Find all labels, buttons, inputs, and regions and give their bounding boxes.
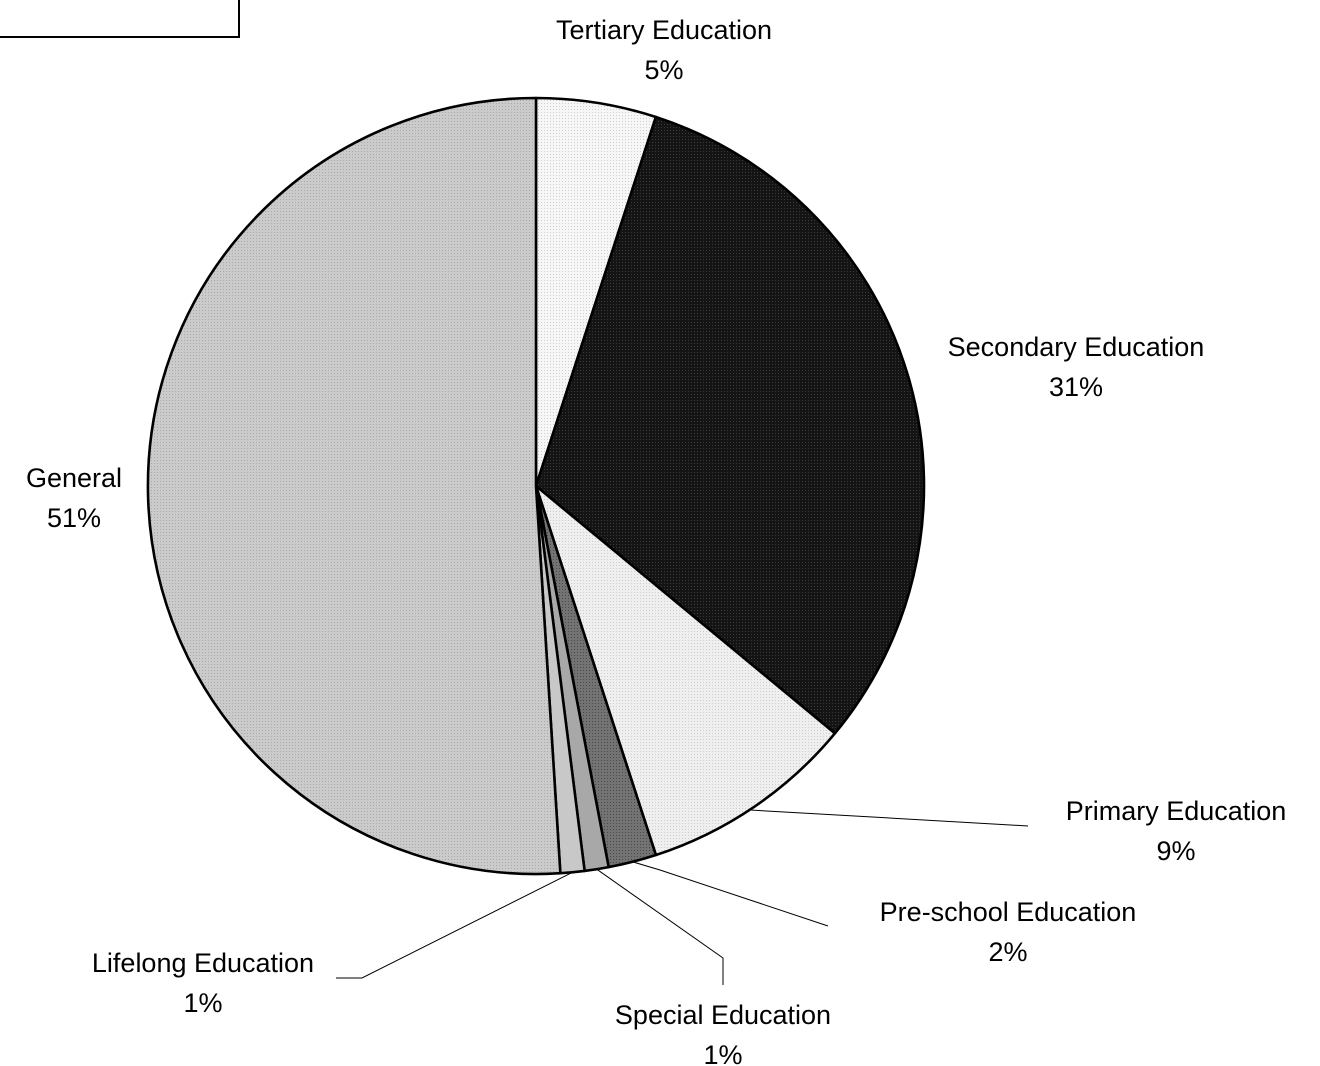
leader-line-pre-school-education xyxy=(632,861,829,927)
slice-label-pre-school-education: Pre-school Education xyxy=(880,897,1137,927)
slice-label-secondary-education: Secondary Education xyxy=(948,332,1205,362)
pie-slices xyxy=(146,96,926,876)
cropped-frame xyxy=(0,0,240,38)
leader-line-primary-education xyxy=(748,806,1029,827)
slice-value-pre-school-education: 2% xyxy=(988,937,1027,967)
slice-label-primary-education: Primary Education xyxy=(1066,796,1287,826)
slice-value-primary-education: 9% xyxy=(1156,836,1195,866)
leader-line-lifelong-education xyxy=(336,871,573,979)
slice-label-lifelong-education: Lifelong Education xyxy=(92,948,314,978)
leader-line-special-education xyxy=(596,868,724,985)
pie-slice-secondary-education xyxy=(534,115,926,735)
slice-value-secondary-education: 31% xyxy=(1049,372,1103,402)
slice-value-tertiary-education: 5% xyxy=(644,55,683,85)
slice-label-tertiary-education: Tertiary Education xyxy=(556,15,772,45)
slice-value-special-education: 1% xyxy=(703,1040,742,1066)
pie-slice-general xyxy=(146,96,562,876)
slice-label-general: General xyxy=(26,463,122,493)
slice-value-general: 51% xyxy=(47,503,101,533)
leader-lines xyxy=(336,806,1029,985)
slice-label-special-education: Special Education xyxy=(615,1000,831,1030)
slice-value-lifelong-education: 1% xyxy=(183,988,222,1018)
slice-labels: Tertiary Education 5% Secondary Education 3… xyxy=(26,15,1286,1066)
